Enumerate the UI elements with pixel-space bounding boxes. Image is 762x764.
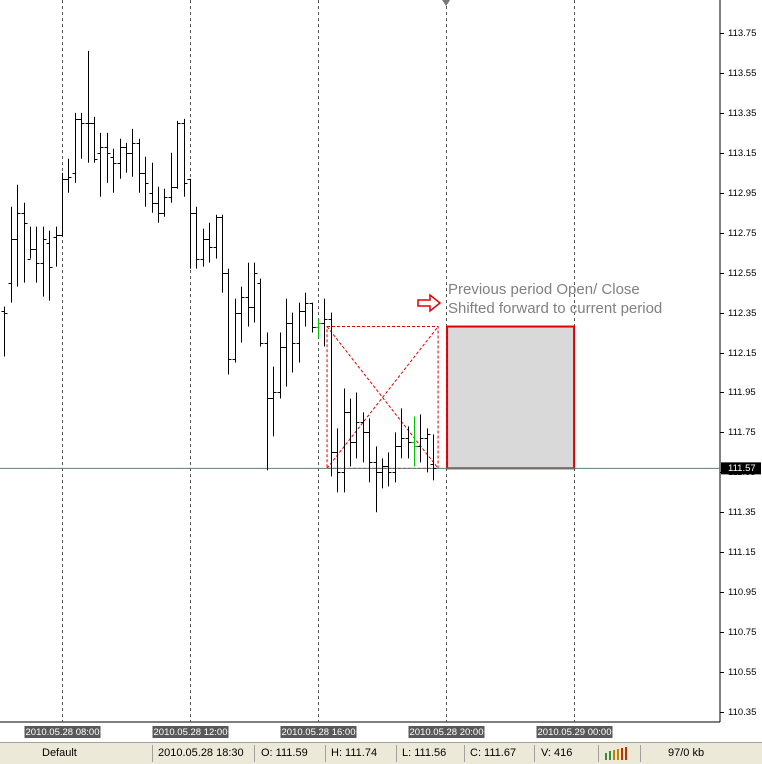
connection-icon [605,747,627,760]
y-tick-label: 111.35 [728,507,756,518]
status-close: C: 111.67 [470,747,517,759]
x-tick-label-bg [24,726,101,738]
x-tick-label-bg [536,726,613,738]
status-time: 2010.05.28 18:30 [158,747,244,759]
y-tick-label: 113.75 [728,28,756,39]
x-tick-label: 2010.05.28 20:00 [410,727,484,738]
previous-period-box [326,326,439,469]
x-tick-label-bg [280,726,357,738]
shifted-period-box [446,325,576,470]
x-tick-label-bg [408,726,485,738]
status-low: L: 111.56 [402,747,447,759]
status-traffic: 97/0 kb [668,747,705,759]
status-open: O: 111.59 [261,747,308,759]
current-price-label-bg [721,462,761,475]
y-tick-label: 110.55 [728,667,756,678]
y-tick-label: 110.35 [728,707,756,718]
status-bar: Default 2010.05.28 18:30 O: 111.59 H: 11… [0,742,762,764]
y-tick-label: 112.55 [728,268,756,279]
x-tick-label-bg [152,726,229,738]
y-tick-label: 113.55 [728,68,756,79]
x-tick-label: 2010.05.28 08:00 [26,727,100,738]
y-tick-label: 110.95 [728,587,756,598]
chart-background [0,0,762,742]
y-tick-label: 112.15 [728,348,756,359]
y-tick-label: 112.75 [728,228,756,239]
y-tick-label: 113.35 [728,108,756,119]
y-tick-label: 111.95 [728,387,756,398]
x-tick-label: 2010.05.28 12:00 [154,727,228,738]
x-tick-label: 2010.05.28 16:00 [282,727,356,738]
status-volume: V: 416 [541,747,573,759]
y-tick-label: 113.15 [728,148,756,159]
y-tick-label: 112.95 [728,188,756,199]
shift-marker [442,0,451,6]
annotation: Shifted forward to current period [448,300,662,317]
status-profile: Default [42,747,77,759]
box-diagonal [326,326,439,469]
current-price-label: 111.57 [728,463,756,474]
y-tick-label: 110.75 [728,627,756,638]
x-tick-label: 2010.05.29 00:00 [538,727,612,738]
status-high: H: 111.74 [331,747,378,759]
y-tick-label: 111.75 [728,427,756,438]
annotation: Previous period Open/ Close [448,281,640,298]
y-tick-label: 112.35 [728,308,756,319]
arrow-icon [417,293,442,313]
y-tick-label: 111.15 [728,547,756,558]
chart: Previous period Open/ Close Shifted forw… [0,0,762,742]
